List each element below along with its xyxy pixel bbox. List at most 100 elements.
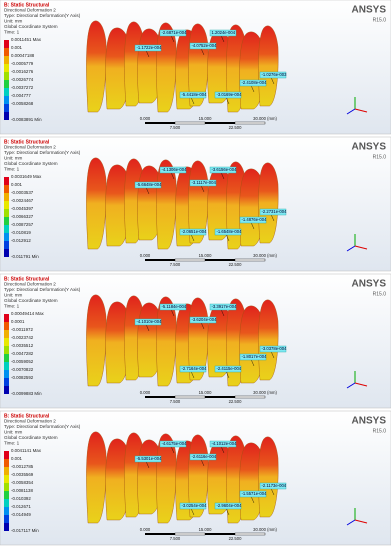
legend-label: -0.0026774: [11, 77, 34, 82]
scale-label: 15.000: [199, 527, 212, 532]
scale-label: 30.000 (mm): [253, 116, 277, 121]
legend-label: -0.004777: [11, 93, 31, 98]
axis-triad: [354, 519, 368, 524]
scale-label: 30.000 (mm): [253, 253, 277, 258]
callout-label: -1.8017e-004: [242, 354, 268, 359]
scale-label: 0.000: [140, 527, 151, 532]
scale-label: 22.500: [229, 262, 242, 267]
callout-label: -5.1184e-004: [162, 304, 187, 309]
callout-label: -3.0378e-004: [262, 346, 288, 351]
callout-box: [214, 91, 242, 99]
callout-box: [189, 179, 217, 187]
legend-label: -0.012671: [11, 504, 31, 509]
header-line: Unit: mm: [4, 430, 23, 435]
legend-label: 0.0011451 Max: [11, 37, 42, 42]
legend-label: -0.010392: [11, 496, 31, 501]
scale-label: 30.000 (mm): [253, 390, 277, 395]
legend-label: 0.00049414 Max: [11, 311, 45, 316]
legend-label: 0.00047188: [11, 53, 35, 58]
callout-box: [259, 71, 287, 79]
scale-bar: [174, 258, 206, 262]
scale-label: 7.500: [170, 125, 181, 130]
callout-label: -4.1010e-004: [137, 319, 163, 324]
tooth: [156, 22, 177, 113]
callout-label: -1.5571e-004: [242, 491, 268, 496]
legend-swatch: [4, 88, 9, 96]
callout-label: -3.6156e-004: [212, 167, 238, 172]
callout-box: [209, 166, 237, 174]
model: [86, 294, 279, 387]
axis-triad: [346, 245, 356, 252]
scale-label: 22.500: [229, 536, 242, 541]
legend-swatch: [4, 467, 9, 475]
header-line: B: Static Structural: [4, 413, 50, 419]
header-line: Time: 1: [4, 167, 20, 172]
scale-bar: [174, 121, 206, 125]
callout-box: [209, 29, 237, 37]
header-line: B: Static Structural: [4, 276, 50, 282]
scale-bar: [205, 396, 235, 398]
legend-swatch: [4, 378, 9, 386]
legend-label: -0.0024467: [11, 198, 34, 203]
legend-label: -0.0016276: [11, 69, 34, 74]
scale-bar: [174, 395, 206, 399]
legend-swatch: [4, 523, 9, 531]
axis-triad: [346, 382, 356, 389]
header-line: Time: 1: [4, 304, 20, 309]
version: R15.0: [373, 428, 387, 434]
callout-box: [159, 303, 187, 311]
legend-swatch: [4, 362, 9, 370]
scale-bar: [145, 533, 175, 535]
header-line: Directional Deformation 2: [4, 145, 56, 150]
callout-box: [214, 365, 242, 373]
header-line: Global Coordinate System: [4, 161, 58, 166]
legend-label: -0.0003537: [11, 190, 34, 195]
scale-bar: [205, 533, 235, 535]
callout-box: [179, 228, 207, 236]
header-line: Global Coordinate System: [4, 435, 58, 440]
legend-swatch: [4, 322, 9, 330]
logo: ANSYS: [352, 416, 387, 427]
callout-label: -2.7164e-004: [182, 366, 208, 371]
legend-swatch: [4, 104, 9, 112]
legend-swatch: [4, 201, 9, 209]
tooth: [86, 294, 107, 387]
callout-box: [159, 440, 187, 448]
callout-label: -2.4108e-004: [242, 80, 268, 85]
callout-label: -2.1173e-004: [262, 483, 287, 488]
legend-swatch: [4, 112, 9, 120]
version: R15.0: [373, 154, 387, 160]
scale-bar: [145, 259, 175, 261]
legend-label: -0.0058268: [11, 101, 34, 106]
legend-swatch: [4, 346, 9, 354]
header-line: Unit: mm: [4, 156, 23, 161]
callout-box: [159, 29, 187, 37]
legend-swatch: [4, 515, 9, 523]
legend-label: -0.017117 Min: [11, 528, 39, 533]
callout-label: -5.4418e-004: [182, 92, 208, 97]
header-line: B: Static Structural: [4, 139, 50, 145]
legend-label: -0.0083891 Min: [11, 117, 42, 122]
legend-label: -0.0023742: [11, 335, 34, 340]
header-line: Unit: mm: [4, 19, 23, 24]
scale-label: 15.000: [199, 253, 212, 258]
callout-box: [214, 502, 242, 510]
legend-label: -0.0047282: [11, 351, 34, 356]
callout-box: [209, 440, 237, 448]
legend-label: -0.012912: [11, 238, 31, 243]
callout-label: -4.6175e-004: [162, 441, 188, 446]
callout-label: -1.1722e-004: [137, 45, 163, 50]
legend-label: -0.014949: [11, 512, 31, 517]
callout-box: [179, 365, 207, 373]
legend-swatch: [4, 217, 9, 225]
legend-label: -0.0011972: [11, 327, 33, 332]
callout-label: -1.4876e-004: [242, 217, 268, 222]
callout-label: -2.6116e-004: [192, 454, 217, 459]
scale-label: 30.000 (mm): [253, 527, 277, 532]
legend-swatch: [4, 64, 9, 72]
legend-swatch: [4, 193, 9, 201]
callout-box: [259, 345, 287, 353]
header-line: Directional Deformation 2: [4, 419, 56, 424]
legend-swatch: [4, 249, 9, 257]
